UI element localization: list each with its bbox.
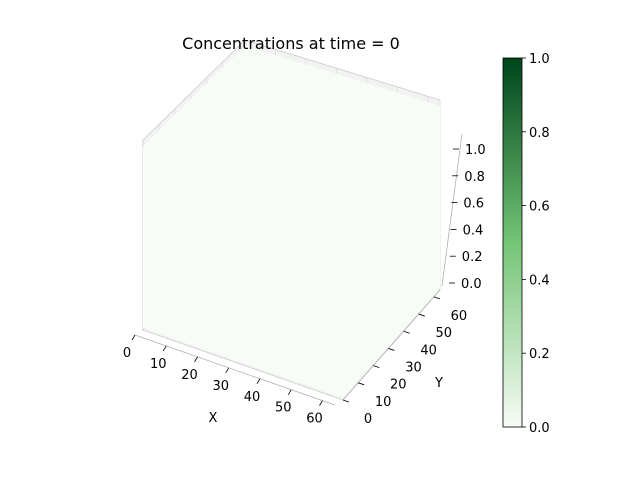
colorbar-tick-label-2: 0.4 (529, 273, 550, 288)
z-axis-line (441, 133, 463, 287)
colorbar-tick-label-4: 0.8 (529, 126, 550, 141)
y-axis: 010 20 30 40 50 60 (342, 289, 468, 427)
y-tick-label-4: 40 (420, 343, 437, 358)
y-tick-label-6: 60 (451, 309, 468, 324)
y-tick-0 (342, 399, 350, 403)
x-tick-label-4: 40 (244, 390, 261, 405)
z-tick-label-4: 0.8 (464, 170, 485, 185)
x-tick-6 (319, 400, 323, 406)
z-tick-label-0: 0.0 (461, 277, 482, 292)
colorbar: 0.0 0.2 0.4 0.6 0.8 1.0 (502, 52, 550, 436)
x-tick-0 (131, 334, 136, 341)
x-tick-label-5: 50 (275, 401, 292, 416)
y-tick-label-5: 50 (436, 326, 453, 341)
x-tick-label-0: 0 (123, 346, 131, 361)
gridline-z-back-5 (244, 39, 441, 101)
x-tick-label-6: 60 (306, 412, 323, 427)
y-tick-label-1: 10 (375, 395, 392, 410)
x-tick-3 (225, 367, 230, 374)
y-tick-6 (433, 296, 441, 300)
colorbar-tick-label-0: 0.0 (529, 421, 550, 436)
colorbar-ticks: 0.0 0.2 0.4 0.6 0.8 1.0 (522, 52, 550, 436)
z-tick-label-1: 0.2 (462, 250, 483, 265)
x-tick-label-3: 30 (212, 379, 229, 394)
y-tick-3 (388, 348, 395, 351)
y-axis-label: Y (434, 376, 443, 391)
x-tick-2 (194, 356, 198, 363)
x-tick-1 (162, 345, 167, 352)
x-axis-line (134, 334, 336, 406)
z-axis: 0.0 0.2 0.4 0.6 0.8 1.0 (441, 133, 486, 292)
y-tick-label-2: 20 (390, 378, 407, 393)
colorbar-tick-label-3: 0.6 (529, 200, 550, 215)
colorbar-tick-label-1: 0.2 (529, 347, 550, 362)
y-axis-line (342, 289, 441, 401)
z-tick-label-2: 0.4 (463, 223, 484, 238)
y-tick-label-0: 0 (364, 412, 372, 427)
x-tick-label-2: 20 (181, 368, 198, 383)
chart-title: Concentrations at time = 0 (182, 34, 400, 53)
gridline-z-left-5 (142, 39, 246, 141)
x-tick-4 (256, 378, 261, 384)
y-tick-4 (403, 330, 410, 334)
x-axis: 0 10 20 30 40 50 60 (123, 334, 336, 427)
y-tick-5 (418, 313, 425, 317)
x-tick-label-1: 10 (150, 357, 167, 372)
concentration-surface (143, 45, 440, 398)
x-tick-5 (287, 389, 292, 395)
z-tick-label-5: 1.0 (465, 143, 486, 158)
colorbar-tick-label-5: 1.0 (529, 52, 550, 67)
colorbar-gradient (502, 57, 523, 428)
gridline-y-0 (142, 329, 344, 401)
y-tick-1 (358, 382, 365, 386)
y-tick-2 (373, 365, 380, 369)
y-tick-label-3: 30 (405, 360, 422, 375)
x-axis-label: X (209, 411, 218, 426)
z-tick-label-3: 0.6 (463, 197, 484, 212)
